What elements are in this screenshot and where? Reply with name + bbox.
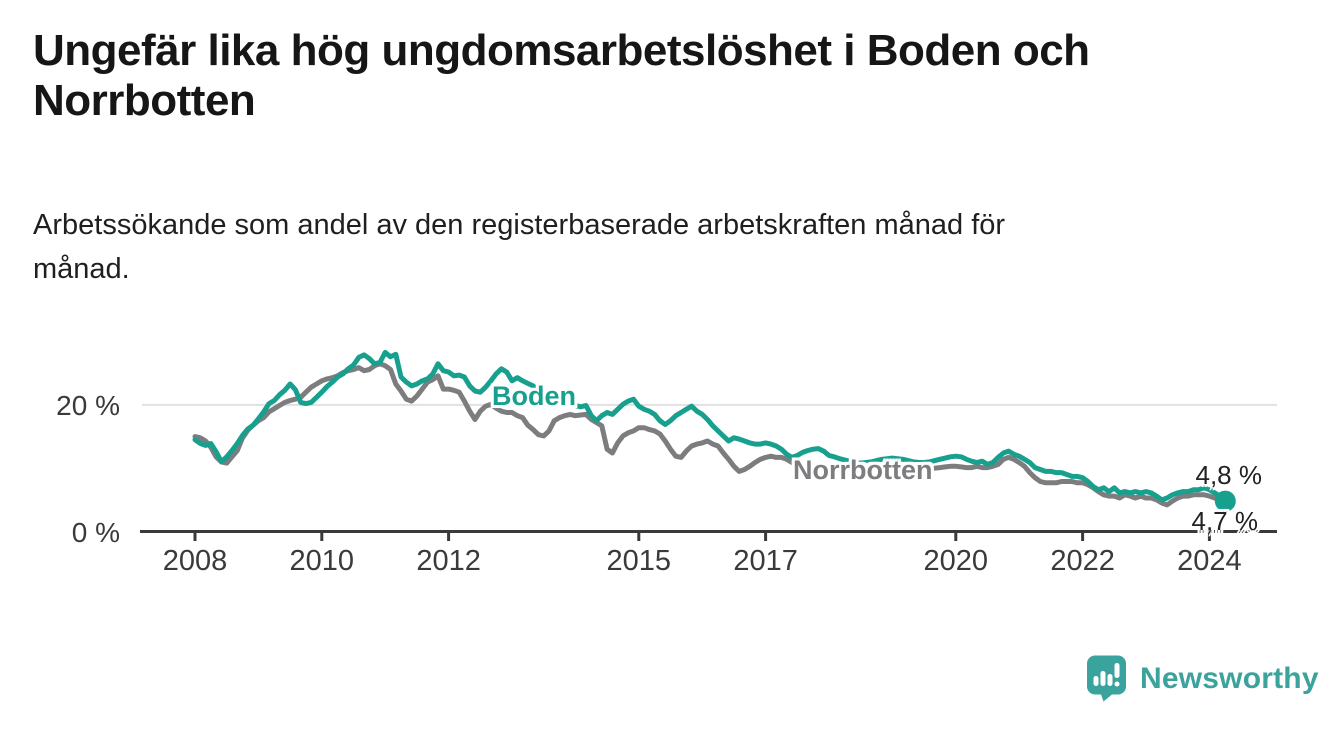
x-axis-tick-label-2017: 2017 <box>733 545 798 577</box>
page-title: Ungefär lika hög ungdomsarbetslöshet i B… <box>33 26 1313 126</box>
newsworthy-logo: Newsworthy <box>1086 655 1319 702</box>
title-line-2: Norrbotten <box>33 76 256 125</box>
end-value-label-norrbotten: 4,7 % <box>1191 506 1259 536</box>
x-axis-tick-label-2010: 2010 <box>289 545 355 577</box>
title-line-1: Ungefär lika hög ungdomsarbetslöshet i B… <box>33 26 1090 75</box>
series-label-boden: Boden <box>492 381 576 411</box>
chart-subtitle: Arbetssökande som andel av den registerb… <box>33 203 1313 291</box>
end-value-label-boden: 4,8 % <box>1195 460 1263 490</box>
x-axis-tick-label-2008: 2008 <box>162 545 228 577</box>
line-boden <box>192 349 1228 504</box>
x-axis-tick-label-2015: 2015 <box>606 545 672 577</box>
subtitle-line-2: månad. <box>33 253 130 285</box>
y-axis-label-0: 0 % <box>71 517 120 548</box>
bar-chart-speech-bubble-icon <box>1086 655 1127 702</box>
subtitle-line-1: Arbetssökande som andel av den registerb… <box>33 209 1006 241</box>
x-axis-tick-label-2024: 2024 <box>1177 545 1242 577</box>
x-axis-tick-label-2020: 2020 <box>923 545 989 577</box>
x-axis-tick-label-2012: 2012 <box>416 545 481 577</box>
series-end-dot <box>1214 490 1236 512</box>
line-norrbotten <box>192 361 1228 508</box>
y-axis-label-20: 20 % <box>56 390 120 421</box>
x-axis-tick-label-2022: 2022 <box>1050 545 1115 577</box>
logo-wordmark: Newsworthy <box>1140 661 1319 695</box>
series-label-norrbotten: Norrbotten <box>793 455 933 485</box>
